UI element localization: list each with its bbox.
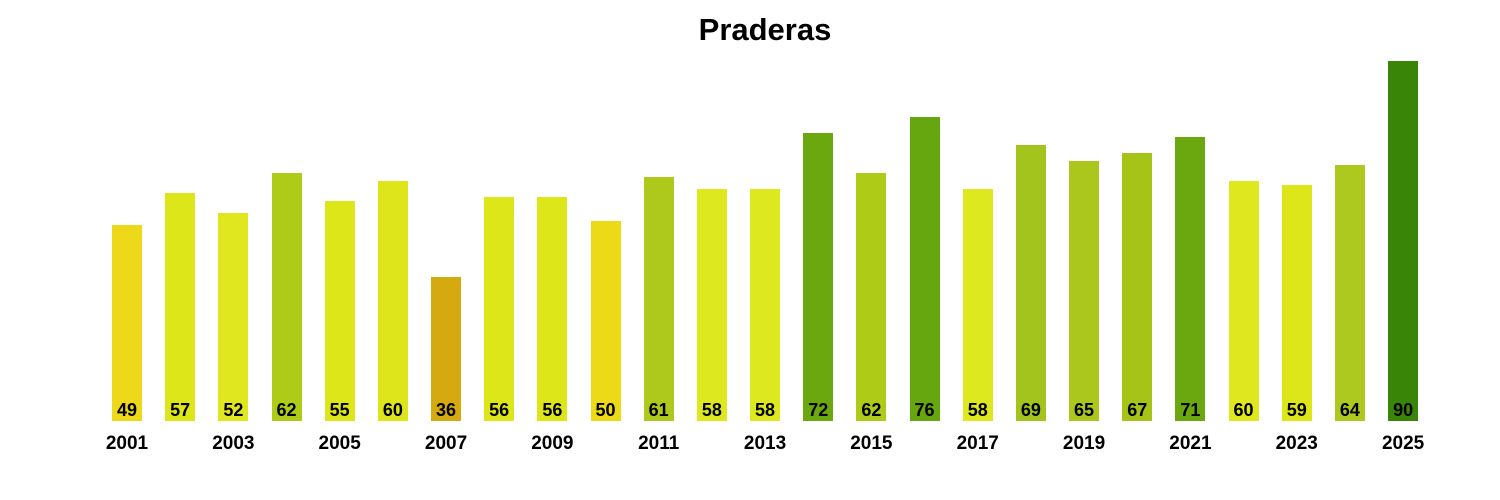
bar-2007: 36	[431, 277, 462, 421]
x-tick-2015: 2015	[850, 433, 893, 454]
bar-2021: 71	[1175, 137, 1206, 421]
bar-value-label-2009: 56	[542, 400, 563, 420]
bar-value-label-2014: 72	[808, 400, 829, 420]
bar-2016: 76	[909, 117, 940, 421]
x-tick-2017: 2017	[956, 433, 999, 454]
bar-2024: 64	[1334, 165, 1365, 421]
x-tick-2009: 2009	[531, 433, 574, 454]
bar-value-label-2002: 57	[170, 400, 191, 420]
bar-2009: 56	[537, 197, 568, 421]
bar-value-label-2003: 52	[223, 400, 244, 420]
bar-2004: 62	[271, 173, 302, 421]
bar-2019: 65	[1069, 161, 1100, 421]
bar-2003: 52	[218, 213, 249, 421]
bar-2015: 62	[856, 173, 887, 421]
bar-value-label-2012: 58	[701, 400, 722, 420]
bar-2025: 90	[1388, 61, 1419, 421]
bar-2002: 57	[165, 193, 196, 421]
bar-value-label-2017: 58	[967, 400, 988, 420]
bar-2022: 60	[1228, 181, 1259, 421]
bar-2010: 50	[590, 221, 621, 421]
bar-value-label-2001: 49	[116, 400, 138, 420]
bar-value-label-2020: 67	[1127, 400, 1148, 420]
bar-value-label-2007: 36	[436, 400, 457, 420]
bar-2013: 58	[750, 189, 781, 421]
x-tick-2013: 2013	[743, 433, 787, 454]
bar-value-label-2006: 60	[382, 400, 403, 420]
bar-2006: 60	[377, 181, 408, 421]
bar-2001: 49	[112, 225, 142, 421]
bar-2012: 58	[696, 189, 727, 421]
bar-2020: 67	[1122, 153, 1153, 421]
bar-value-label-2015: 62	[861, 400, 882, 420]
bar-value-label-2024: 64	[1339, 400, 1360, 420]
x-tick-2003: 2003	[212, 433, 255, 454]
x-tick-2019: 2019	[1062, 433, 1106, 454]
x-tick-2021: 2021	[1169, 433, 1212, 454]
bar-2023: 59	[1281, 185, 1312, 421]
bar-2017: 58	[962, 189, 993, 421]
x-tick-2023: 2023	[1275, 433, 1318, 454]
bar-2005: 55	[324, 201, 355, 421]
bar-2014: 72	[803, 133, 834, 421]
bar-2008: 56	[484, 197, 515, 421]
chart-title: Praderas	[698, 12, 832, 47]
bar-value-label-2005: 55	[329, 400, 350, 420]
bar-value-label-2023: 59	[1286, 400, 1307, 420]
x-tick-2005: 2005	[318, 433, 361, 454]
bar-value-label-2018: 69	[1020, 400, 1041, 420]
bar-value-label-2019: 65	[1074, 400, 1095, 420]
bar-value-label-2004: 62	[276, 400, 297, 420]
bar-2011: 61	[643, 177, 674, 421]
bar-value-label-2008: 56	[489, 400, 510, 420]
bar-value-label-2021: 71	[1180, 400, 1201, 420]
bar-value-label-2022: 60	[1233, 400, 1254, 420]
bar-value-label-2025: 90	[1393, 400, 1414, 420]
bar-2018: 69	[1015, 145, 1046, 421]
bar-value-label-2013: 58	[755, 400, 776, 420]
bar-value-label-2010: 50	[595, 400, 616, 420]
x-tick-2025: 2025	[1381, 433, 1425, 454]
x-tick-2001: 2001	[105, 433, 149, 454]
bar-value-label-2011: 61	[648, 400, 669, 420]
bar-value-label-2016: 76	[914, 400, 935, 420]
x-tick-2007: 2007	[424, 433, 468, 454]
x-tick-2011: 2011	[638, 433, 680, 454]
